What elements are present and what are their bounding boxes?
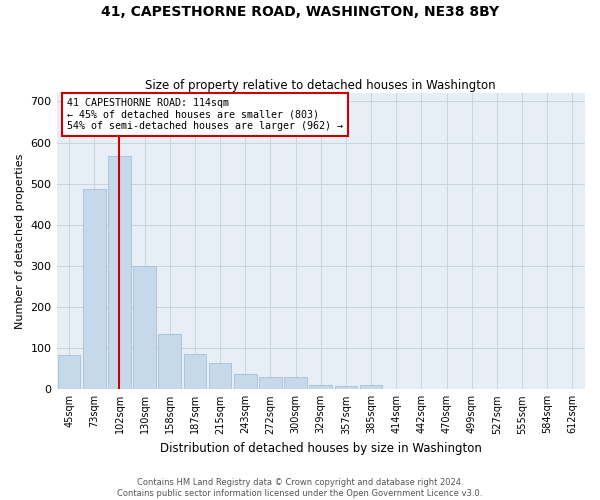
Y-axis label: Number of detached properties: Number of detached properties [15,154,25,329]
Bar [209,363,232,390]
Bar [335,386,357,390]
Bar [133,266,156,390]
Bar [108,156,131,390]
Text: 41, CAPESTHORNE ROAD, WASHINGTON, NE38 8BY: 41, CAPESTHORNE ROAD, WASHINGTON, NE38 8… [101,5,499,19]
Bar [259,378,282,390]
Title: Size of property relative to detached houses in Washington: Size of property relative to detached ho… [145,79,496,92]
Bar [184,354,206,390]
Bar [158,334,181,390]
Text: Contains HM Land Registry data © Crown copyright and database right 2024.
Contai: Contains HM Land Registry data © Crown c… [118,478,482,498]
Bar [58,355,80,390]
Text: 41 CAPESTHORNE ROAD: 114sqm
← 45% of detached houses are smaller (803)
54% of se: 41 CAPESTHORNE ROAD: 114sqm ← 45% of det… [67,98,343,131]
X-axis label: Distribution of detached houses by size in Washington: Distribution of detached houses by size … [160,442,482,455]
Bar [360,385,382,390]
Bar [284,378,307,390]
Bar [310,385,332,390]
Bar [234,374,257,390]
Bar [83,189,106,390]
